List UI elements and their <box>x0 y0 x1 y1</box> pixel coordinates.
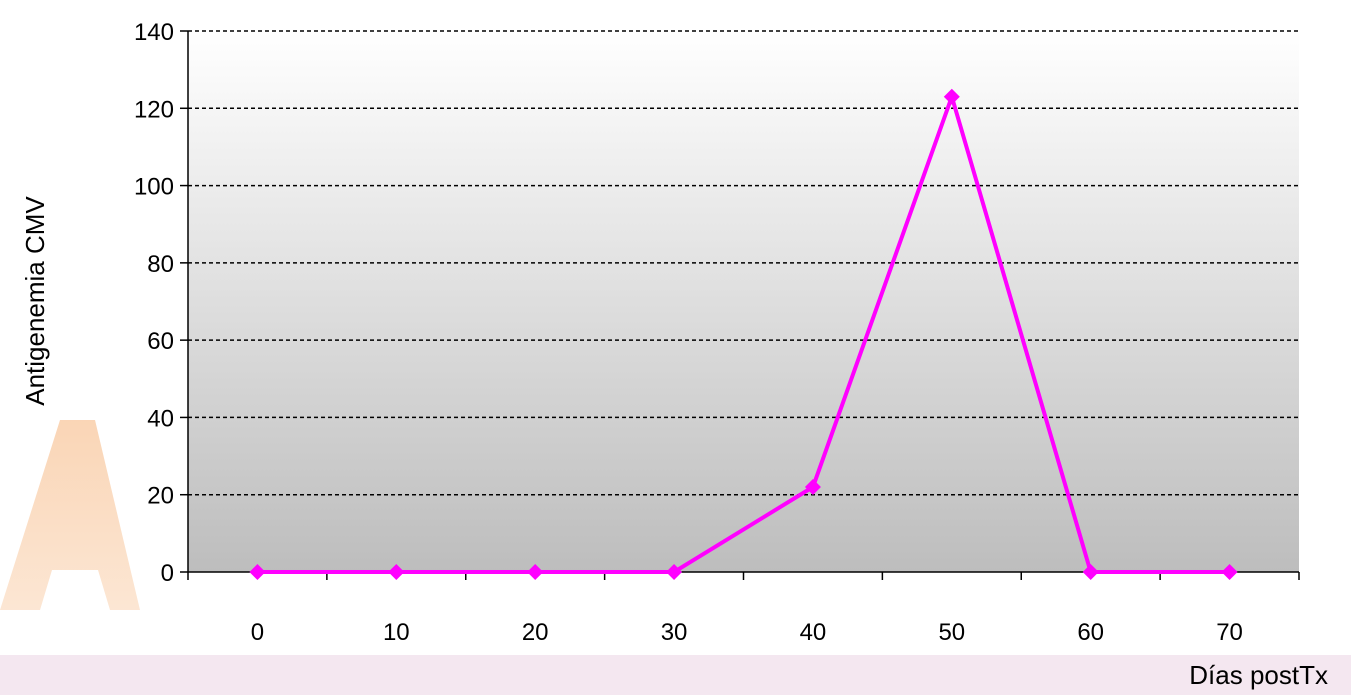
y-tick-label: 0 <box>161 560 174 587</box>
y-tick-label: 140 <box>134 19 174 46</box>
y-axis-title: Antigenemia CMV <box>20 196 50 406</box>
y-tick-label: 80 <box>147 251 174 278</box>
y-axis-tick-labels: 0 20 40 60 80 100 120 140 <box>134 19 174 587</box>
data-series <box>249 88 1238 580</box>
y-tick-label: 20 <box>147 483 174 510</box>
x-axis-title: Días postTx <box>1189 660 1328 690</box>
x-tick-label: 50 <box>938 619 965 646</box>
data-point-marker <box>1221 564 1238 580</box>
x-tick-label: 10 <box>383 619 410 646</box>
data-point-marker <box>527 564 544 580</box>
plot-area <box>188 31 1299 572</box>
x-tick-label: 30 <box>661 619 688 646</box>
data-point-marker <box>666 564 683 580</box>
y-tick-label: 40 <box>147 405 174 432</box>
gridlines <box>188 30 1299 496</box>
data-point-marker <box>1082 564 1099 580</box>
x-tick-label: 70 <box>1216 619 1243 646</box>
x-tick-label: 20 <box>522 619 549 646</box>
y-tick-label: 120 <box>134 96 174 123</box>
x-axis-tick-labels: 0 10 20 30 40 50 60 70 <box>251 619 1243 646</box>
data-point-marker <box>943 88 960 105</box>
data-point-marker <box>388 564 405 580</box>
series-line <box>257 90 1230 574</box>
x-tick-label: 0 <box>251 619 264 646</box>
y-tick-label: 100 <box>134 174 174 201</box>
y-tick-label: 60 <box>147 328 174 355</box>
x-tick-label: 60 <box>1077 619 1104 646</box>
data-point-marker <box>249 564 266 580</box>
x-tick-label: 40 <box>800 619 827 646</box>
data-point-marker <box>804 478 821 495</box>
